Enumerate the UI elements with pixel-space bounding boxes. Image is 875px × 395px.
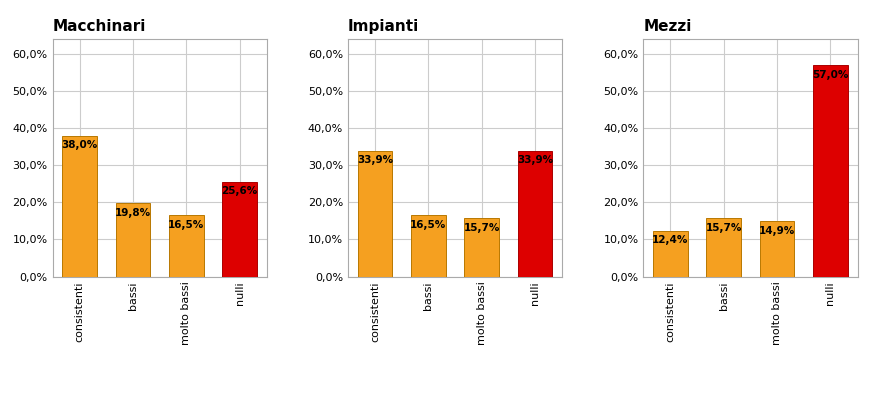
Bar xyxy=(222,182,257,276)
Bar xyxy=(706,218,741,276)
Bar xyxy=(358,151,392,276)
Text: 15,7%: 15,7% xyxy=(464,223,500,233)
Bar xyxy=(62,136,97,276)
Text: 57,0%: 57,0% xyxy=(812,70,849,80)
Text: 15,7%: 15,7% xyxy=(705,223,742,233)
Bar xyxy=(411,215,445,276)
Bar xyxy=(116,203,150,276)
Text: 16,5%: 16,5% xyxy=(168,220,205,230)
Text: 33,9%: 33,9% xyxy=(357,155,393,166)
Bar xyxy=(760,221,794,276)
Text: 25,6%: 25,6% xyxy=(221,186,257,196)
Text: 33,9%: 33,9% xyxy=(517,155,553,166)
Text: 14,9%: 14,9% xyxy=(759,226,795,236)
Bar xyxy=(169,215,204,276)
Bar xyxy=(813,66,848,276)
Text: 38,0%: 38,0% xyxy=(61,140,98,150)
Text: 19,8%: 19,8% xyxy=(115,208,151,218)
Bar xyxy=(465,218,499,276)
Text: Mezzi: Mezzi xyxy=(643,19,692,34)
Text: Macchinari: Macchinari xyxy=(52,19,146,34)
Bar xyxy=(518,151,552,276)
Text: 12,4%: 12,4% xyxy=(652,235,689,245)
Text: Impianti: Impianti xyxy=(348,19,419,34)
Bar xyxy=(653,231,688,276)
Text: 16,5%: 16,5% xyxy=(410,220,446,230)
